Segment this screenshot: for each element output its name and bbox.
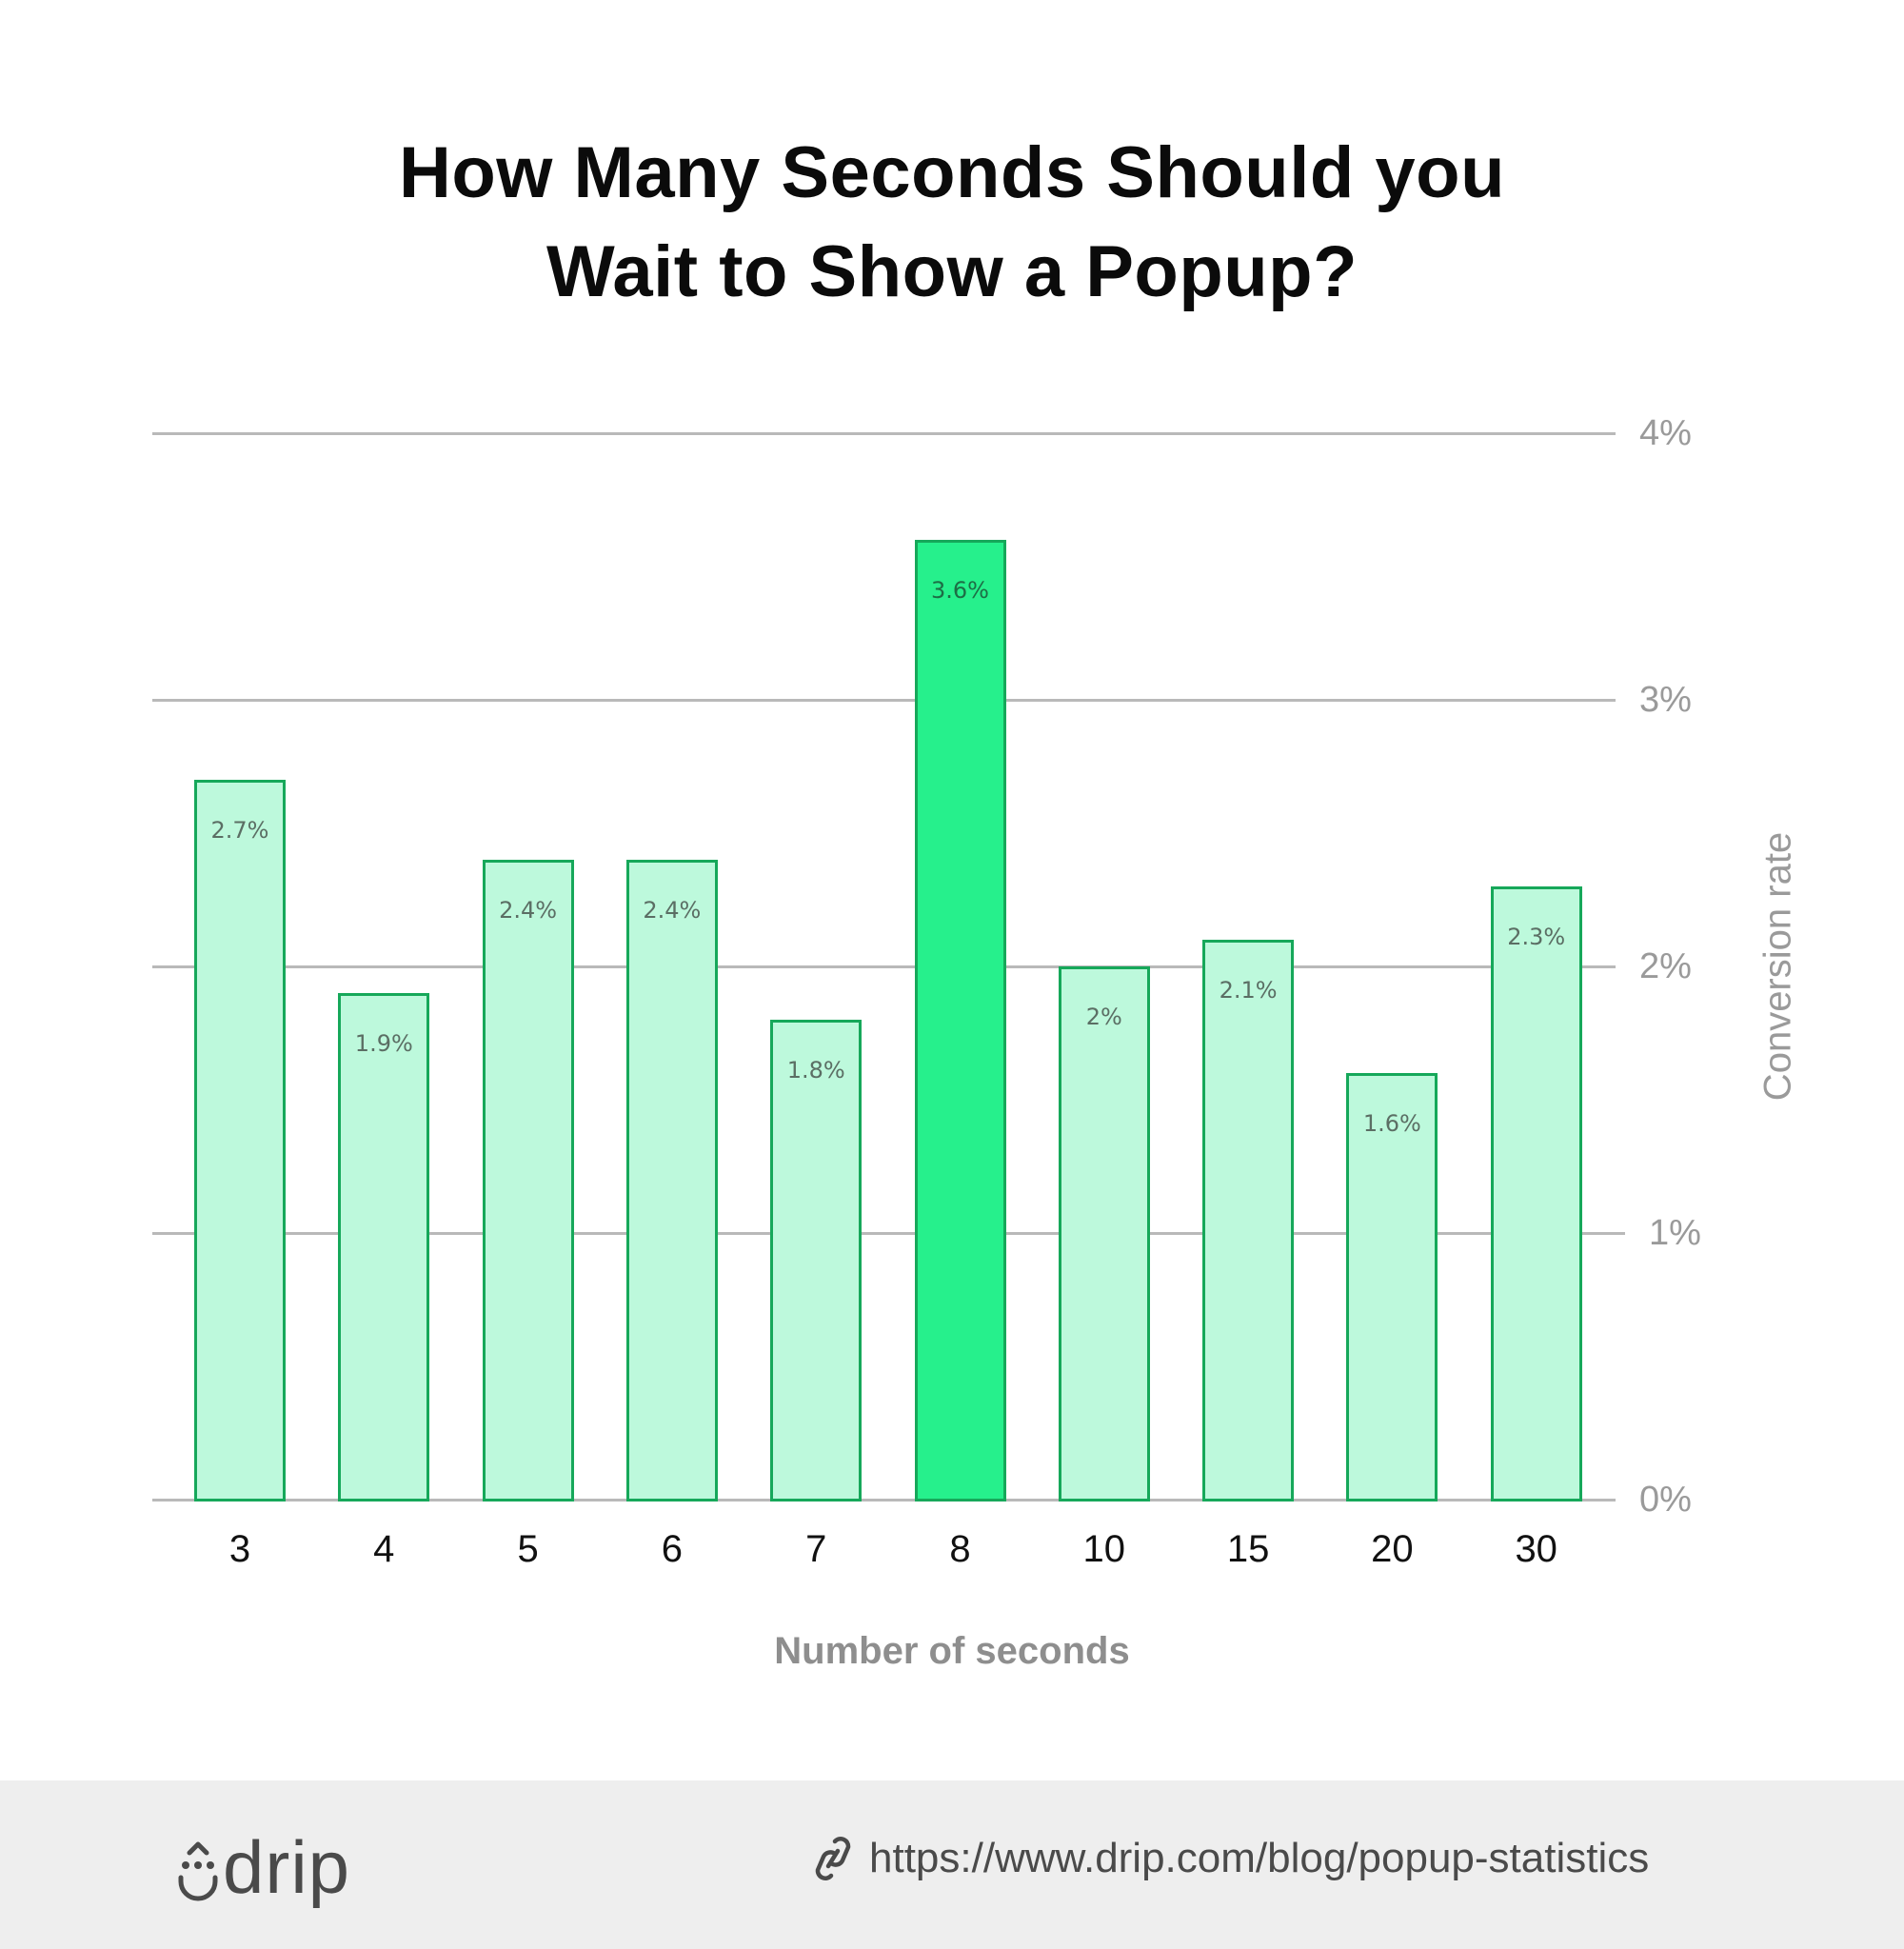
link-icon: [815, 1837, 851, 1880]
x-tick-label: 5: [517, 1528, 539, 1570]
bar-3s[interactable]: 2.7%: [194, 780, 286, 1502]
x-axis-label: Number of seconds: [774, 1630, 1130, 1672]
gridline-2: [152, 965, 1616, 968]
bar-value-label: 2.3%: [1507, 924, 1566, 950]
bar-value-label: 2.1%: [1219, 977, 1278, 1004]
bar-4s[interactable]: 1.9%: [338, 993, 430, 1502]
bar-value-label: 1.9%: [354, 1030, 413, 1057]
bar-30s[interactable]: 2.3%: [1490, 886, 1582, 1502]
bar-value-label: 3.6%: [931, 577, 989, 604]
bar-value-label: 1.6%: [1362, 1110, 1421, 1137]
x-tick-label: 15: [1226, 1528, 1270, 1570]
gridline-4: [152, 432, 1616, 435]
y-axis-label: Conversion rate: [1756, 831, 1799, 1102]
y-tick-label: 2%: [1639, 946, 1692, 986]
footer: drip https://www.drip.com/blog/popup-sta…: [0, 1780, 1904, 1949]
x-tick-label: 4: [373, 1528, 395, 1570]
y-tick-label: 0%: [1639, 1480, 1692, 1520]
bar-10s[interactable]: 2%: [1058, 966, 1150, 1502]
y-tick-label: 3%: [1639, 680, 1692, 720]
bar-value-label: 2.4%: [499, 897, 558, 924]
x-tick-label: 30: [1515, 1528, 1557, 1570]
bar-8s[interactable]: 3.6%: [914, 540, 1006, 1502]
gridline-1: [152, 1232, 1625, 1235]
bar-15s[interactable]: 2.1%: [1202, 940, 1295, 1502]
bar-20s[interactable]: 1.6%: [1346, 1073, 1438, 1502]
x-tick-label: 10: [1082, 1528, 1126, 1570]
chart-title-line-2: Wait to Show a Popup?: [545, 231, 1359, 312]
drip-logo[interactable]: drip: [177, 1828, 350, 1904]
gridline-0: [152, 1499, 1616, 1502]
bar-value-label: 2.7%: [210, 817, 269, 844]
y-tick-label: 4%: [1639, 413, 1692, 453]
chart-title-line-1: How Many Seconds Should you: [398, 132, 1506, 213]
x-tick-label: 20: [1371, 1528, 1414, 1570]
bar-5s[interactable]: 2.4%: [482, 860, 574, 1502]
bar-7s[interactable]: 1.8%: [770, 1020, 863, 1502]
x-tick-label: 6: [661, 1528, 684, 1570]
drip-drop-smile-icon: [178, 1841, 218, 1901]
x-tick-label: 8: [949, 1528, 971, 1570]
bar-value-label: 2%: [1085, 1004, 1122, 1030]
chart-title: How Many Seconds Should you Wait to Show…: [0, 124, 1904, 322]
source-link[interactable]: https://www.drip.com/blog/popup-statisti…: [814, 1834, 1649, 1883]
gridline-3: [152, 699, 1616, 702]
x-tick-label: 7: [805, 1528, 827, 1570]
source-url: https://www.drip.com/blog/popup-statisti…: [869, 1835, 1650, 1881]
bar-value-label: 1.8%: [786, 1057, 845, 1084]
bar-6s[interactable]: 2.4%: [625, 860, 718, 1502]
plot-area: Conversion rate Number of seconds 0% 1% 2%…: [152, 413, 1799, 1672]
bar-value-label: 2.4%: [643, 897, 702, 924]
x-tick-label: 3: [228, 1528, 251, 1570]
y-tick-label: 1%: [1649, 1213, 1701, 1253]
brand-name: drip: [223, 1825, 351, 1909]
